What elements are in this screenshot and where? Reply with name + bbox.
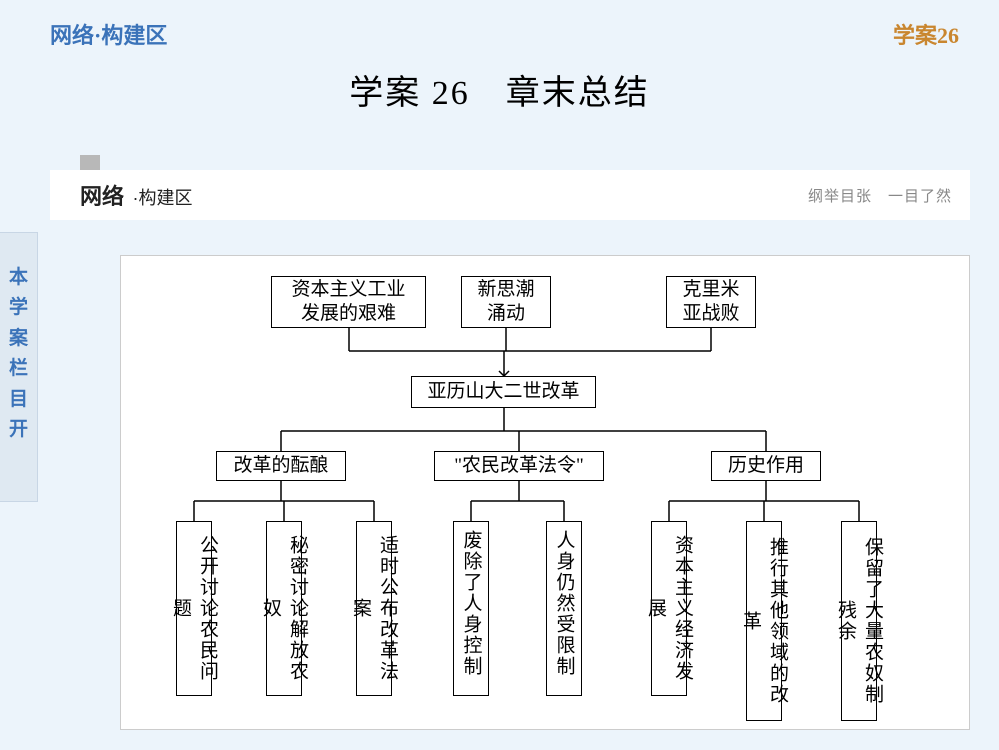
flow-leaf-b7: 推行其他领域的改革 [746, 521, 782, 721]
flow-leaf-b2: 秘密讨论解放农奴 [266, 521, 302, 696]
flow-leaf-b8: 保留了大量农奴制残余 [841, 521, 877, 721]
flow-node-c: 亚历山大二世改革 [411, 376, 596, 408]
flow-leaf-b6: 资本主义经济发展 [651, 521, 687, 696]
lesson-number: 学案26 [893, 18, 959, 50]
flow-leaf-b3: 适时公布改革法案 [356, 521, 392, 696]
section-subtitle: 纲举目张 一目了然 [808, 185, 952, 206]
section-bar: 网络 ·构建区 纲举目张 一目了然 [50, 155, 970, 225]
flow-node-m1: 改革的酝酿 [216, 451, 346, 481]
section-title-bold: 网络 [80, 184, 124, 209]
flow-leaf-b1: 公开讨论农民问题 [176, 521, 212, 696]
flow-leaf-b5: 人身仍然受限制 [546, 521, 582, 696]
flow-node-t3: 克里米亚战败 [666, 276, 756, 328]
concept-flowchart: 资本主义工业发展的艰难新思潮涌动 克里米亚战败亚历山大二世改革改革的酝酿 "农民改革… [120, 255, 970, 730]
section-title-normal: ·构建区 [132, 188, 192, 208]
flow-node-t1: 资本主义工业发展的艰难 [271, 276, 426, 328]
flow-node-t2: 新思潮涌动 [461, 276, 551, 328]
page-title: 学案 26 章末总结 [0, 65, 999, 114]
flow-leaf-b4: 废除了人身控制 [453, 521, 489, 696]
section-bar-body: 网络 ·构建区 纲举目张 一目了然 [50, 170, 970, 220]
side-tab[interactable]: 本学案栏目开 [0, 232, 38, 502]
breadcrumb-left: 网络·构建区 [50, 18, 167, 50]
flow-node-m2: "农民改革法令" [434, 451, 604, 481]
flow-node-m3: 历史作用 [711, 451, 821, 481]
side-tab-label: 本学案栏目开 [9, 263, 28, 445]
